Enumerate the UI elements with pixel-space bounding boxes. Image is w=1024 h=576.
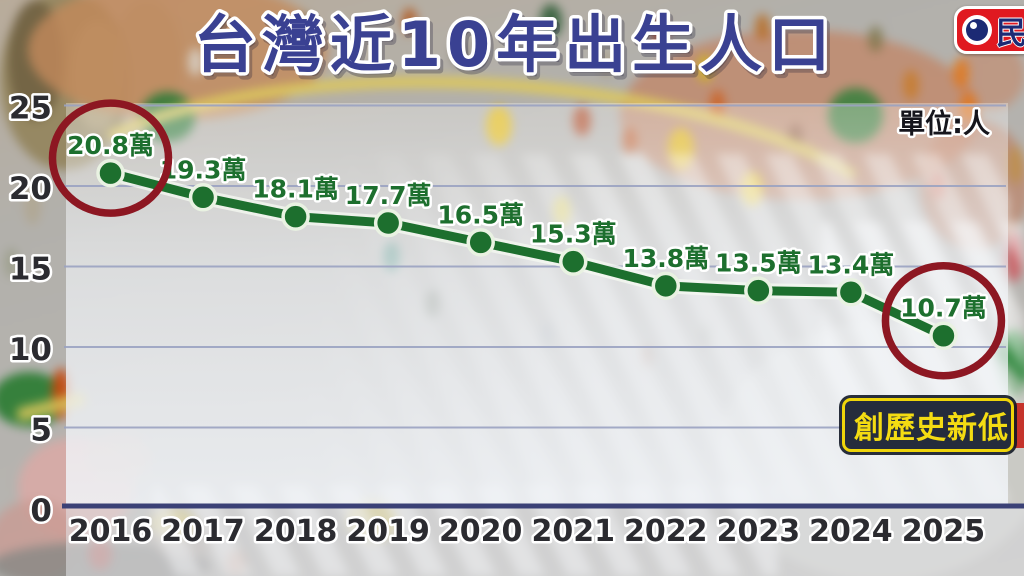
background-figure [540, 4, 562, 38]
data-point-2016 [96, 158, 125, 188]
highlight-circle-2025 [881, 261, 1006, 380]
ftv-eye-icon [962, 15, 992, 45]
data-point-2025 [929, 321, 958, 350]
background-figure [188, 48, 203, 76]
background-figure [4, 248, 19, 278]
data-point-2022 [651, 271, 681, 301]
y-tick-5: 5 [30, 413, 52, 449]
badge-red-edge [1013, 403, 1024, 448]
ftv-logo: 民 [954, 6, 1024, 54]
y-tick-25: 25 [9, 91, 52, 127]
background-figure [452, 40, 466, 66]
data-point-2023 [744, 276, 773, 305]
x-tick-2018: 2018 [254, 514, 338, 549]
data-label-2020: 16.5萬 [437, 200, 524, 229]
background-figure [352, 34, 368, 62]
data-label-2018: 18.1萬 [252, 175, 339, 204]
axis-label-strip [66, 508, 1024, 576]
background-figure [1008, 146, 1023, 184]
ftv-logo-char: 民 [996, 15, 1024, 52]
background-figure [903, 70, 919, 100]
background-figure [697, 54, 713, 82]
highlight-circle-2016 [48, 99, 173, 217]
background-figure [402, 8, 417, 34]
background-figure [598, 50, 614, 78]
data-point-2018 [281, 202, 310, 231]
x-tick-2025: 2025 [902, 514, 986, 549]
data-label-2025: 10.7萬 [900, 294, 987, 323]
y-tick-0: 0 [30, 493, 52, 529]
data-label-2019: 17.7萬 [345, 181, 432, 210]
y-tick-15: 15 [9, 252, 52, 288]
data-point-2017 [188, 183, 218, 212]
page-title-shadow: 台灣近10年出生人口 [197, 12, 839, 85]
unit-label: 單位:人 [898, 108, 990, 140]
record-low-badge: 創歷史新低 [842, 398, 1014, 452]
x-tick-2016: 2016 [69, 514, 153, 549]
data-label-2022: 13.8萬 [622, 244, 709, 273]
data-label-2024: 13.4萬 [808, 250, 895, 279]
birth-line [106, 168, 948, 341]
data-label-2017: 19.3萬 [160, 155, 247, 184]
x-tick-2023: 2023 [717, 514, 801, 549]
record-low-badge-label: 創歷史新低 [854, 411, 1009, 446]
background-figure [755, 14, 770, 40]
data-label-2023: 13.5萬 [715, 249, 802, 278]
data-point-2024 [836, 278, 866, 307]
x-tick-2019: 2019 [346, 514, 430, 549]
background-figure [1005, 232, 1023, 282]
x-tick-2021: 2021 [532, 514, 616, 549]
ftv-eye-glint [970, 22, 977, 29]
data-label-2021: 15.3萬 [530, 220, 617, 249]
x-tick-2024: 2024 [809, 514, 893, 549]
data-point-2020 [466, 228, 495, 257]
background-figure [24, 185, 41, 225]
data-label-2016: 20.8萬 [67, 131, 154, 160]
x-tick-2020: 2020 [439, 514, 523, 549]
y-tick-20: 20 [9, 171, 52, 207]
background-figure [298, 14, 313, 40]
y-tick-10: 10 [9, 332, 52, 368]
data-point-2019 [373, 208, 403, 238]
background-figure [953, 58, 969, 88]
x-tick-2022: 2022 [624, 514, 708, 549]
data-point-2021 [559, 247, 588, 276]
background-figure [652, 18, 667, 44]
page-title: 台灣近10年出生人口 [194, 8, 836, 81]
x-tick-2017: 2017 [161, 514, 245, 549]
ftv-eye-pupil [966, 19, 988, 41]
background-figure [868, 26, 883, 52]
